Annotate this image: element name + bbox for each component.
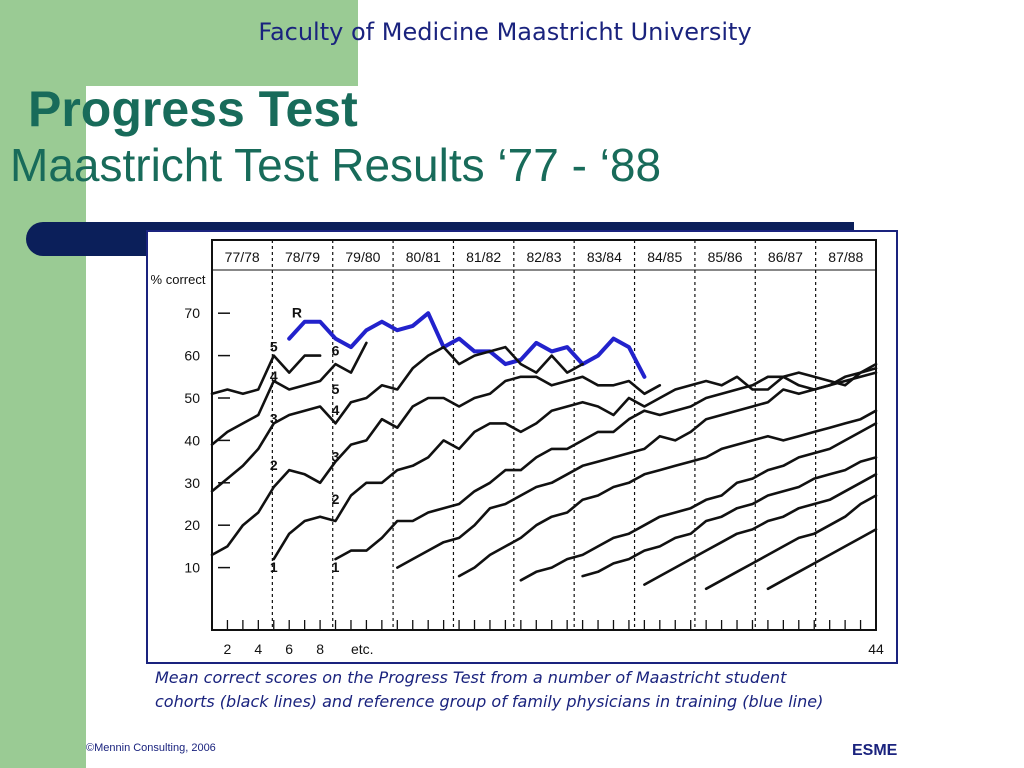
cohort-line-6 [334,362,878,561]
annotation-label: 4 [332,402,340,418]
annotation-label: 5 [270,338,278,354]
annotation-label: 3 [332,449,340,465]
year-label: 83/84 [587,249,622,265]
slide-subtitle: Maastricht Test Results ‘77 - ‘88 [10,139,662,191]
cohort-line-7 [396,371,878,569]
cohort-line-11 [643,473,878,586]
y-tick-label: 40 [184,432,200,448]
cohort-line-13 [766,528,878,591]
cohort-line-5 [272,367,878,561]
x-tick-label: 2 [224,641,232,657]
x-tick-label: etc. [351,641,374,657]
y-axis-label: % correct [151,272,206,287]
year-label: 85/86 [708,249,743,265]
y-tick-label: 20 [184,517,200,533]
year-label: 80/81 [406,249,441,265]
cohort-line-9 [519,422,878,582]
year-label: 79/80 [345,249,380,265]
cohort-line-12 [704,494,878,591]
annotation-label: 3 [270,410,278,426]
year-label: 86/87 [768,249,803,265]
annotation-label: 6 [332,343,340,359]
side-band [0,0,86,768]
y-tick-label: 70 [184,305,200,321]
year-label: 78/79 [285,249,320,265]
year-label: 84/85 [647,249,682,265]
plot-border [211,239,877,631]
annotation-label: 4 [270,368,278,384]
cohort-line-8 [457,409,878,578]
annotation-label: 1 [332,559,340,575]
cohort-line-10 [581,456,878,578]
chart-frame: 77/78 78/79 79/80 80/81 81/82 82/83 83/84 84/85… [146,230,898,664]
cohort-line-2 [210,341,368,446]
year-label: 87/88 [828,249,863,265]
x-tick-label: 44 [868,641,884,657]
year-label: 81/82 [466,249,501,265]
annotation-label: 5 [332,381,340,397]
chart-caption: Mean correct scores on the Progress Test… [155,666,935,714]
y-tick-label: 60 [184,348,200,364]
annotation-label: 2 [332,491,340,507]
cohort-line-4 [210,375,662,557]
x-tick-label: 6 [285,641,293,657]
annotation-label: 1 [270,559,278,575]
cohort-line-1 [210,354,322,396]
brand-label: ESME [852,742,898,759]
header-title: Faculty of Medicine Maastricht Universit… [258,18,752,46]
annotation-label: 2 [270,457,278,473]
x-tick-label: 8 [316,641,324,657]
annotation-label: R [292,304,302,320]
y-tick-label: 50 [184,390,200,406]
cohort-line-3 [210,345,584,493]
year-label: 82/83 [526,249,561,265]
year-label: 77/78 [225,249,260,265]
caption-line-1: Mean correct scores on the Progress Test… [155,668,787,687]
slide-title: Progress Test [28,81,358,137]
top-band [0,0,358,86]
progress-chart: 77/78 78/79 79/80 80/81 81/82 82/83 83/84 84/85… [151,239,884,657]
y-tick-label: 10 [184,560,200,576]
x-tick-label: 4 [254,641,262,657]
caption-line-2: cohorts (black lines) and reference grou… [155,692,824,711]
copyright-text: ©Mennin Consulting, 2006 [86,742,216,754]
y-tick-label: 30 [184,475,200,491]
reference-group-line [287,311,647,379]
